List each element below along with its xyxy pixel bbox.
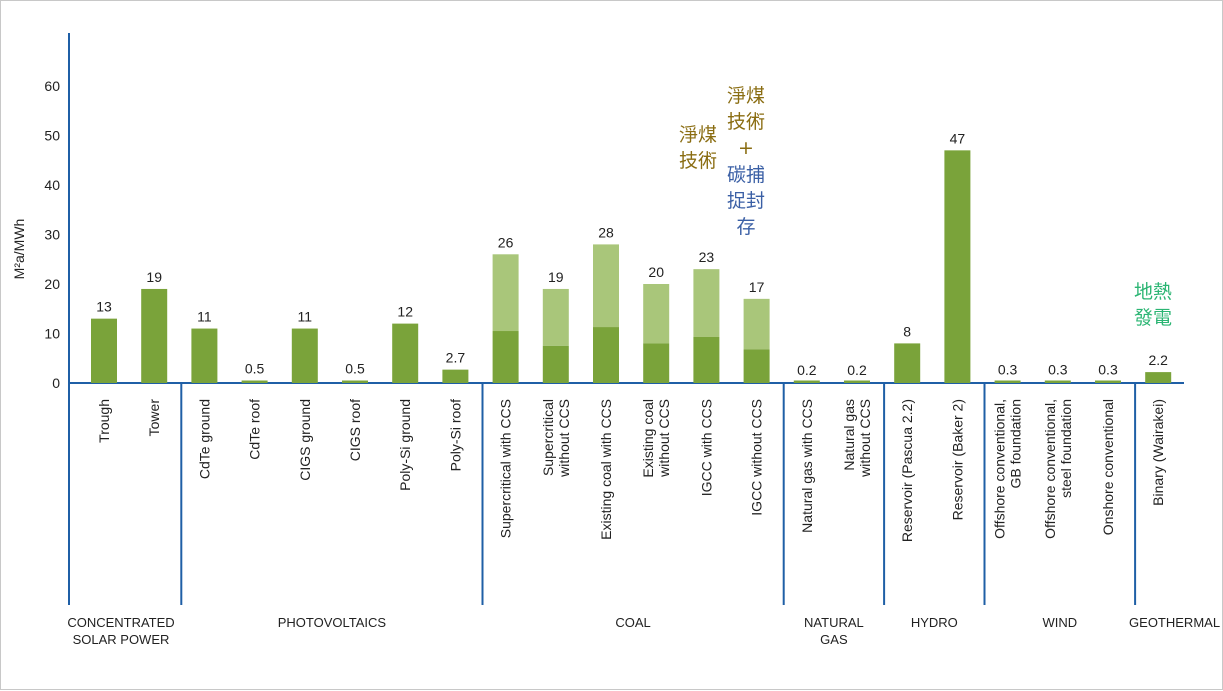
bar — [643, 343, 670, 383]
data-label: 12 — [397, 304, 413, 320]
data-label: 11 — [298, 309, 313, 325]
y-tick-label: 60 — [44, 78, 60, 94]
category-label: Supercriticalwithout CCS — [540, 399, 572, 478]
category-label: Offshore conventional,steel foundation — [1042, 399, 1074, 539]
bar — [894, 343, 921, 383]
category-label: CIGS roof — [347, 399, 363, 461]
bar — [743, 349, 770, 383]
annotation-clean-coal-plus: 淨煤技術+ — [727, 85, 765, 159]
bar — [241, 380, 268, 383]
data-label: 20 — [648, 264, 664, 280]
data-label: 2.7 — [446, 350, 466, 366]
bar — [342, 380, 368, 383]
category-labels: Trough Tower CdTe ground CdTe roof CIGS grou… — [96, 399, 1166, 542]
group-label: NATURAL GAS — [804, 615, 864, 647]
bar — [844, 380, 870, 383]
data-label: 19 — [146, 269, 162, 285]
data-label: 0.3 — [1098, 362, 1118, 378]
data-label: 28 — [598, 224, 614, 240]
data-label: 47 — [950, 130, 966, 146]
data-label: 0.5 — [245, 361, 265, 377]
y-tick-label: 0 — [52, 375, 60, 391]
data-label: 0.2 — [847, 362, 867, 378]
group-label: HYDRO — [911, 615, 958, 630]
bar — [291, 328, 318, 383]
data-label: 23 — [699, 249, 715, 265]
bars — [91, 150, 1172, 383]
category-label: Tower — [146, 399, 162, 437]
category-label: Supercritical with CCS — [498, 399, 514, 538]
category-label: IGCC with CCS — [698, 399, 714, 496]
bar — [944, 150, 971, 383]
bar — [542, 345, 569, 383]
group-label: COAL — [615, 615, 650, 630]
data-label: 0.5 — [345, 361, 365, 377]
bar — [191, 328, 218, 383]
category-label: Existing coalwithout CCS — [640, 399, 672, 478]
group-label: WIND — [1042, 615, 1077, 630]
value-labels: 13 19 11 0.5 11 0.5 12 2.7 26 19 28 20 23 17 0.2 0.2 8 47… — [96, 130, 1168, 378]
category-label: CdTe roof — [247, 399, 263, 460]
bar — [492, 331, 519, 383]
category-label: Natural gas with CCS — [799, 399, 815, 533]
bar — [141, 288, 168, 383]
bar — [1145, 372, 1172, 383]
category-label: Onshore conventional — [1100, 399, 1116, 535]
category-label: Reservoir (Pascua 2.2) — [899, 399, 915, 542]
data-label: 19 — [548, 269, 564, 285]
data-label: 0.3 — [1048, 362, 1068, 378]
data-label: 2.2 — [1148, 352, 1168, 368]
y-tick-label: 40 — [44, 177, 60, 193]
bar — [793, 380, 820, 383]
bar — [1044, 380, 1071, 383]
annotation-geothermal: 地熱發電 — [1134, 281, 1172, 329]
bar — [693, 336, 720, 383]
bar — [392, 323, 419, 383]
bar-ccs-increment — [593, 244, 619, 328]
category-label: Poly-Si roof — [447, 399, 463, 471]
data-label: 17 — [749, 279, 765, 295]
bar-ccs-increment — [643, 284, 670, 344]
y-tick-label: 50 — [44, 128, 60, 144]
bar — [442, 369, 469, 383]
category-label: Reservoir (Baker 2) — [949, 399, 965, 520]
data-label: 11 — [197, 309, 212, 325]
bar — [994, 380, 1021, 383]
y-tick-label: 20 — [44, 276, 60, 292]
bar-ccs-increment — [693, 269, 720, 337]
data-label: 13 — [96, 299, 112, 315]
category-label: CdTe ground — [196, 399, 212, 479]
bar — [593, 327, 619, 383]
category-label: Binary (Wairakei) — [1150, 399, 1166, 506]
y-tick-label: 30 — [44, 227, 60, 243]
annotation-ccs: 碳捕捉封存 — [727, 164, 765, 238]
data-label: 0.2 — [797, 362, 817, 378]
bar-ccs-increment — [542, 288, 569, 346]
bar-ccs-increment — [492, 254, 519, 332]
group-label: CONCENTRATED SOLAR POWER — [67, 615, 174, 647]
category-label: Trough — [96, 399, 112, 443]
category-label: Natural gaswithout CCS — [841, 399, 873, 478]
category-label: IGCC without CCS — [749, 399, 765, 516]
bar — [91, 318, 117, 383]
group-labels: CONCENTRATED SOLAR POWER PHOTOVOLTAICS COAL… — [67, 383, 1220, 647]
data-label: 26 — [498, 234, 514, 250]
group-label: GEOTHERMAL — [1129, 615, 1220, 630]
category-label: CIGS ground — [297, 399, 313, 481]
data-label: 0.3 — [998, 362, 1018, 378]
annotation-clean-coal: 淨煤技術 — [679, 124, 717, 172]
y-tick-label: 10 — [44, 326, 60, 342]
category-label: Poly-Si ground — [397, 399, 413, 491]
data-label: 8 — [903, 323, 911, 339]
bar — [1095, 380, 1121, 383]
category-label: Existing coal with CCS — [598, 399, 614, 540]
y-axis-label: M²a/MWh — [11, 219, 27, 280]
bar-ccs-increment — [743, 298, 770, 350]
group-label: PHOTOVOLTAICS — [278, 615, 387, 630]
category-label: Offshore conventional,GB foundation — [992, 399, 1024, 539]
